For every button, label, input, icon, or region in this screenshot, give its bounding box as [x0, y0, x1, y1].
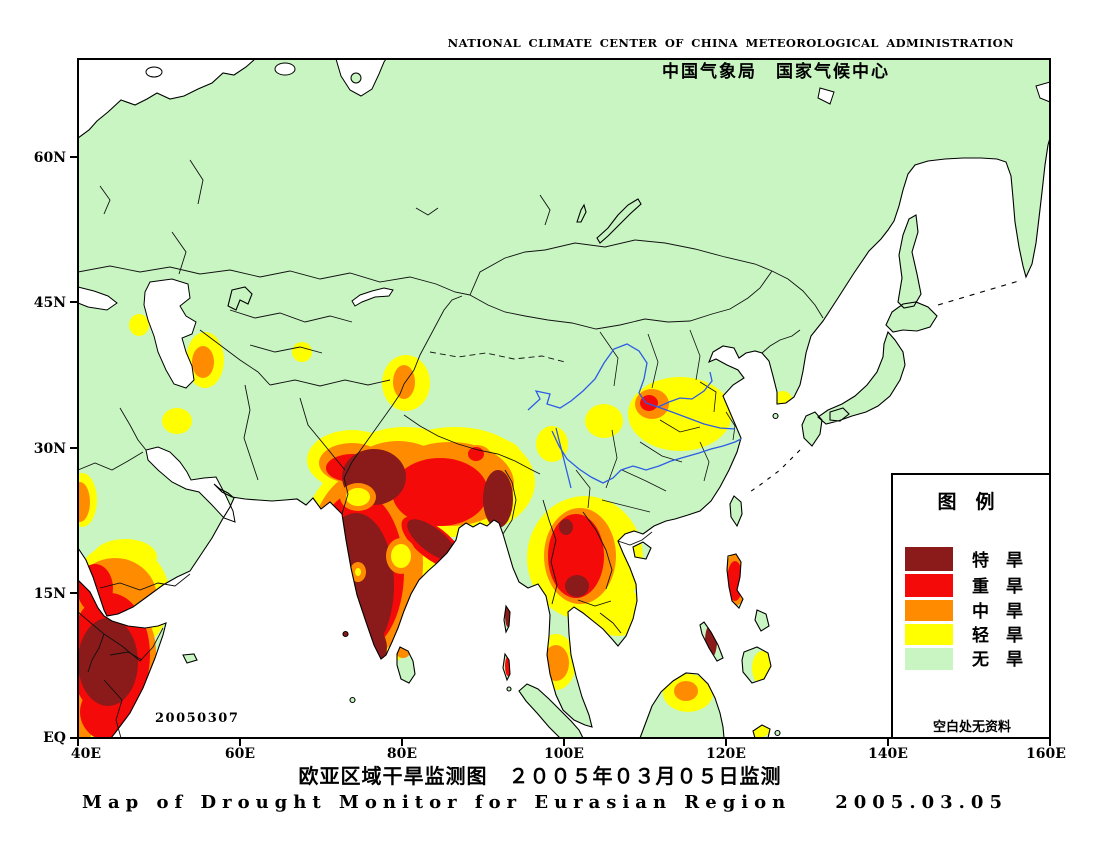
legend-swatch-moderate — [905, 600, 953, 621]
lon-label-100e: 100E — [544, 746, 584, 762]
lon-label-140e: 140E — [868, 746, 908, 762]
yellow-river-branch — [657, 406, 736, 430]
lon-label-40e: 40E — [71, 746, 101, 762]
upper-mekong-river — [555, 427, 572, 489]
axis-ticks — [70, 156, 1051, 746]
agency-name-english: NATIONAL CLIMATE CENTER OF CHINA METEORO… — [447, 36, 1014, 50]
black-sea-corner — [77, 286, 118, 311]
borders — [77, 159, 824, 739]
yellow-river — [527, 343, 713, 411]
legend-box: 图 例 特 旱 重 旱 中 旱 轻 旱 无 旱 空白处无资料 — [891, 473, 1051, 739]
axis-labels: 60N 45N 30N 15N EQ 40E 60E 80E 100E 120E… — [34, 150, 1066, 762]
okhotsk-inlet — [817, 87, 835, 105]
map-title-chinese: 欧亚区域干旱监测图 ２００５年０３月０５日监测 — [298, 764, 782, 788]
lake-baikal-outline — [596, 198, 642, 244]
date-stamp: 20050307 — [155, 711, 239, 726]
legend-title: 图 例 — [937, 490, 994, 513]
coastlines — [77, 58, 1051, 739]
lat-label-45n: 45N — [34, 295, 66, 311]
map-title-english: Map of Drought Monitor for Eurasian Regi… — [82, 792, 792, 813]
lake-khovsgol-outline — [576, 203, 587, 223]
yangtze-river — [551, 430, 742, 484]
map-title-english-row: Map of Drought Monitor for Eurasian Regi… — [82, 792, 1008, 813]
legend-swatch-light — [905, 624, 953, 645]
lat-label-60n: 60N — [34, 150, 66, 166]
arctic-island-east — [274, 62, 296, 76]
legend-label-exceptional: 特 旱 — [972, 550, 1023, 571]
legend-note: 空白处无资料 — [933, 719, 1011, 735]
legend-label-moderate: 中 旱 — [972, 601, 1023, 622]
arctic-island-west — [145, 66, 163, 78]
island-in-inlet — [350, 72, 362, 84]
persian-gulf — [145, 446, 236, 523]
inland-seas — [77, 58, 1051, 523]
lon-label-60e: 60E — [225, 746, 255, 762]
caspian-sea — [143, 278, 197, 389]
agency-name-chinese: 中国气象局 国家气候中心 — [662, 62, 890, 82]
lat-label-30n: 30N — [34, 441, 66, 457]
lon-label-120e: 120E — [706, 746, 746, 762]
legend-label-none: 无 旱 — [971, 650, 1023, 670]
lat-label-15n: 15N — [34, 586, 66, 602]
legend-swatch-none — [905, 648, 953, 670]
ryukyu-islands-dashes — [746, 449, 801, 495]
legend-label-severe: 重 旱 — [972, 576, 1023, 597]
legend-swatch-exceptional — [905, 547, 953, 571]
drought-inner-spots — [340, 483, 416, 582]
rivers — [527, 343, 742, 489]
lat-label-eq: EQ — [43, 730, 66, 746]
lon-label-80e: 80E — [387, 746, 417, 762]
aral-sea-outline — [227, 286, 253, 311]
lake-balkhash — [351, 287, 394, 307]
legend-swatch-severe — [905, 574, 953, 597]
map-date-english: 2005.03.05 — [835, 792, 1008, 813]
kuril-islands-dashes — [937, 279, 1023, 306]
legend-label-light: 轻 旱 — [972, 625, 1023, 646]
lon-label-160e: 160E — [1026, 746, 1066, 762]
